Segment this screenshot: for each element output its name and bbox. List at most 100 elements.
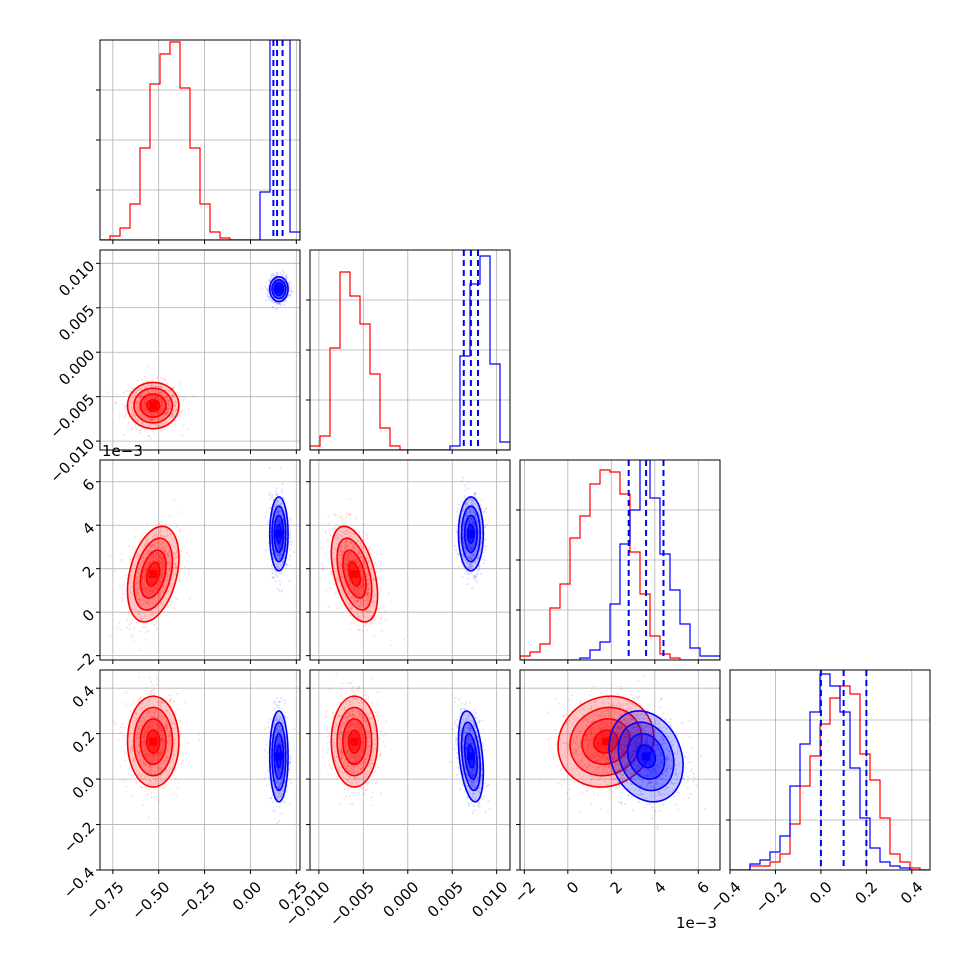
- scatter-point: [144, 755, 147, 758]
- scatter-point: [148, 391, 150, 394]
- scatter-point: [172, 404, 175, 407]
- scatter-point: [142, 735, 145, 738]
- scatter-point: [146, 722, 149, 725]
- scatter-point: [157, 751, 160, 754]
- scatter-point: [464, 559, 467, 562]
- scatter-point: [142, 409, 145, 412]
- scatter-point: [118, 415, 121, 417]
- scatter-point: [161, 422, 164, 425]
- scatter-point: [363, 522, 365, 525]
- scatter-point: [174, 566, 177, 569]
- scatter-point: [153, 624, 156, 627]
- scatter-point: [149, 725, 152, 728]
- scatter-point: [158, 730, 161, 733]
- scatter-point: [153, 712, 156, 715]
- scatter-point: [278, 567, 280, 570]
- scatter-point: [484, 545, 487, 548]
- scatter-point: [348, 580, 350, 583]
- scatter-point: [280, 543, 283, 546]
- scatter-point: [475, 550, 478, 553]
- scatter-point: [153, 424, 156, 427]
- scatter-point: [275, 502, 278, 505]
- scatter-point: [350, 542, 353, 544]
- scatter-point: [140, 421, 143, 424]
- scatter-point: [172, 552, 175, 555]
- scatter-point: [354, 593, 357, 596]
- scatter-point: [134, 414, 137, 417]
- scatter-point: [149, 590, 151, 593]
- scatter-point: [121, 599, 124, 602]
- scatter-point: [164, 421, 167, 424]
- scatter-point: [160, 400, 163, 403]
- scatter-point: [466, 522, 469, 525]
- scatter-point: [346, 556, 349, 559]
- scatter-point: [377, 577, 380, 580]
- scatter-point: [360, 578, 363, 581]
- scatter-point: [455, 548, 458, 551]
- scatter-point: [368, 578, 370, 581]
- scatter-point: [338, 561, 340, 564]
- scatter-point: [136, 419, 139, 422]
- scatter-point: [148, 725, 150, 728]
- scatter-point: [362, 562, 365, 565]
- scatter-point: [468, 565, 471, 568]
- scatter-point: [119, 765, 122, 768]
- scatter-point: [134, 589, 137, 592]
- scatter-point: [187, 568, 190, 571]
- scatter-point: [340, 551, 342, 554]
- scatter-point: [161, 714, 164, 717]
- scatter-point: [285, 276, 288, 279]
- scatter-point: [161, 408, 164, 411]
- scatter-point: [129, 390, 132, 393]
- scatter-point: [168, 400, 170, 403]
- scatter-point: [136, 410, 139, 413]
- scatter-point: [160, 548, 163, 551]
- scatter-point: [381, 629, 384, 632]
- scatter-point: [129, 591, 132, 594]
- scatter-point: [139, 696, 142, 699]
- contour-red: [133, 537, 174, 611]
- scatter-point: [150, 758, 153, 761]
- scatter-point: [467, 571, 469, 574]
- scatter-point: [364, 625, 367, 628]
- scatter-point: [333, 546, 336, 549]
- scatter-point: [162, 402, 165, 405]
- scatter-point: [352, 590, 355, 593]
- scatter-point: [143, 705, 146, 708]
- scatter-point: [148, 434, 151, 437]
- scatter-point: [133, 414, 136, 417]
- scatter-point: [321, 568, 324, 570]
- scatter-point: [140, 707, 143, 710]
- scatter-point: [361, 598, 364, 600]
- scatter-point: [279, 544, 282, 547]
- scatter-point: [136, 401, 139, 404]
- scatter-point: [271, 494, 274, 497]
- scatter-point: [146, 783, 149, 786]
- scatter-point: [466, 542, 469, 545]
- scatter-point: [351, 532, 354, 535]
- scatter-point: [167, 389, 170, 392]
- scatter-point: [148, 604, 150, 607]
- scatter-point: [345, 513, 348, 515]
- scatter-point: [169, 564, 172, 567]
- scatter-point: [146, 727, 149, 729]
- hist-panel-2: [516, 459, 721, 664]
- scatter-point: [363, 584, 366, 587]
- scatter-point: [167, 750, 169, 752]
- scatter-point: [160, 404, 163, 407]
- scatter-point: [356, 549, 359, 552]
- scatter-point: [184, 701, 187, 704]
- scatter-point: [159, 383, 162, 386]
- scatter-point: [127, 421, 130, 424]
- scatter-point: [468, 543, 471, 546]
- scatter-point: [275, 301, 278, 304]
- scatter-point: [166, 575, 169, 578]
- scatter-point: [146, 398, 148, 401]
- scatter-point: [366, 600, 369, 603]
- scatter-point: [137, 592, 140, 595]
- scatter-point: [135, 719, 138, 722]
- scatter-point: [360, 603, 363, 606]
- scatter-panel-3-0: [96, 669, 301, 874]
- scatter-point: [126, 626, 129, 629]
- scatter-point: [141, 743, 144, 746]
